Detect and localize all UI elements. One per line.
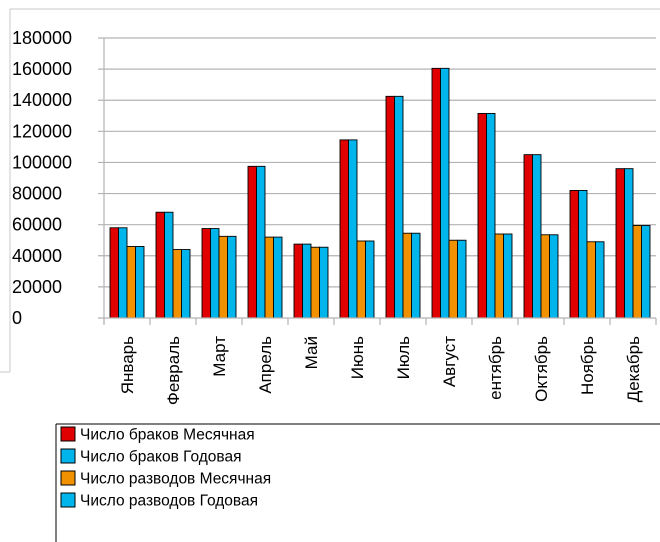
bar <box>319 246 329 319</box>
bar <box>549 234 559 319</box>
bar <box>578 189 588 319</box>
legend-swatch <box>60 492 76 508</box>
bar <box>201 228 211 319</box>
y-tick-label: 100000 <box>12 152 72 172</box>
bar <box>118 227 128 319</box>
bar <box>210 228 220 319</box>
bar <box>411 232 421 319</box>
y-tick-label: 80000 <box>12 184 62 204</box>
bar <box>256 165 266 319</box>
bar <box>394 95 404 319</box>
legend: Число браков Месячная Число браков Годова… <box>55 423 660 542</box>
bar <box>247 165 257 319</box>
bar <box>494 233 504 319</box>
x-tick-labels: Январь Февраль Март Апрель Май Июнь Июль Август… <box>118 336 643 405</box>
axes <box>98 38 657 325</box>
bar <box>365 240 375 319</box>
x-tick-label: Декабрь <box>624 336 643 402</box>
bar <box>164 211 174 319</box>
y-tick-label: 0 <box>12 308 22 328</box>
legend-label: Число разводов Месячная <box>80 471 271 488</box>
bar <box>218 235 228 319</box>
y-tick-label: 140000 <box>12 90 72 110</box>
bar <box>431 67 441 319</box>
bar <box>440 67 450 319</box>
y-tick-label: 160000 <box>12 59 72 79</box>
bar <box>615 168 625 319</box>
x-tick-label: Июнь <box>348 336 367 379</box>
bar <box>293 243 303 319</box>
legend-label: Число браков Годовая <box>80 449 242 466</box>
bar <box>227 235 237 319</box>
x-tick-label: Апрель <box>256 336 275 394</box>
y-tick-labels: 0 20000 40000 60000 80000 100000 120000 140000 1… <box>12 28 72 328</box>
x-tick-label: Май <box>302 336 321 369</box>
grid-lines <box>98 37 656 288</box>
bar <box>641 224 651 319</box>
x-tick-label: Ноябрь <box>578 336 597 395</box>
bar <box>477 112 487 319</box>
window-frame <box>0 8 660 373</box>
bar <box>486 112 496 319</box>
bar <box>310 246 320 319</box>
bar <box>624 168 634 319</box>
bar <box>356 240 366 319</box>
bar <box>523 154 533 319</box>
bar <box>109 227 119 319</box>
bar <box>540 234 550 319</box>
bar <box>503 233 513 319</box>
x-tick-label: Март <box>210 336 229 377</box>
y-tick-label: 60000 <box>12 215 62 235</box>
legend-label: Число разводов Годовая <box>80 493 258 510</box>
bar <box>135 245 145 319</box>
bars <box>109 67 651 319</box>
bar <box>339 139 349 319</box>
x-tick-label: ентябрь <box>486 336 505 400</box>
bar <box>457 239 467 319</box>
bar <box>448 239 458 319</box>
bar <box>586 241 596 319</box>
bar <box>569 189 579 319</box>
bar <box>402 232 412 319</box>
y-tick-label: 180000 <box>12 28 72 48</box>
y-tick-label: 40000 <box>12 246 62 266</box>
bar <box>348 139 358 319</box>
bar <box>172 249 182 319</box>
bar <box>632 224 642 319</box>
legend-label: Число браков Месячная <box>80 427 255 444</box>
x-tick-label: Июль <box>394 336 413 380</box>
bar <box>273 236 283 319</box>
legend-swatch <box>60 470 76 486</box>
bar <box>155 211 165 319</box>
bar <box>181 249 191 319</box>
bar <box>126 245 136 319</box>
y-tick-label: 120000 <box>12 121 72 141</box>
legend-swatch <box>60 426 76 442</box>
x-tick-label: Январь <box>118 336 137 394</box>
legend-swatch <box>60 448 76 464</box>
bar <box>264 236 274 319</box>
bar <box>385 95 395 319</box>
x-tick-label: Февраль <box>164 336 183 405</box>
bar <box>302 243 312 319</box>
x-tick-label: Октябрь <box>532 336 551 402</box>
x-tick-label: Август <box>440 336 459 387</box>
y-tick-label: 20000 <box>12 277 62 297</box>
bar <box>532 154 542 319</box>
bar <box>595 241 605 319</box>
